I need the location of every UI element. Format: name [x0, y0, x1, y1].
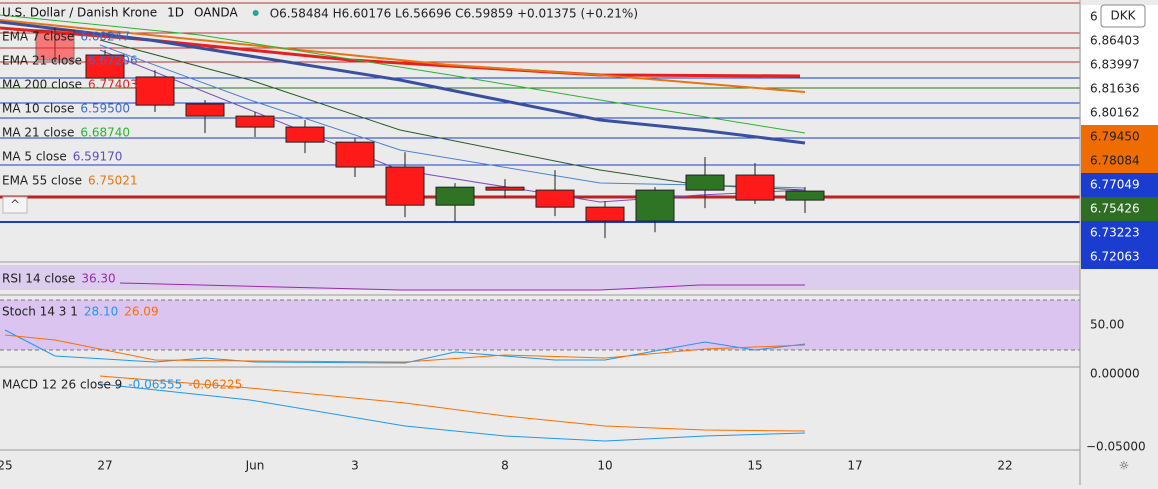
x-label: 8 [501, 459, 509, 473]
indicator-lines [0, 14, 806, 203]
price-label: 6.75426 [1090, 202, 1140, 216]
currency: DKK [1111, 9, 1137, 23]
legend-name: EMA 21 close [2, 54, 82, 68]
legend-value: 6.68740 [80, 126, 130, 140]
status-dot [252, 10, 259, 16]
x-label: 27 [97, 459, 112, 473]
price-label-bg [1081, 125, 1158, 149]
price-label: 6.73223 [1090, 226, 1140, 240]
interval: 1D [167, 6, 184, 20]
x-label: Jun [245, 459, 265, 473]
x-label: 3 [351, 459, 359, 473]
candle-body [635, 189, 675, 222]
candle-body [385, 166, 425, 206]
candle-body [435, 186, 475, 206]
stoch-d-value: 26.09 [124, 305, 158, 319]
symbol: U.S. Dollar / Danish Krone [2, 6, 157, 20]
price-label-bg [1081, 149, 1158, 173]
signal-line [99, 375, 806, 432]
stoch-axis-label: 50.00 [1090, 318, 1124, 332]
source: OANDA [194, 6, 238, 20]
macd-line [99, 383, 806, 442]
candle-body [585, 206, 625, 222]
legend-value: 6.60247 [80, 30, 130, 44]
ma21-line [0, 14, 806, 134]
stoch-k [4, 329, 806, 364]
ema21-line [0, 20, 806, 145]
price-label-bg [1081, 221, 1158, 245]
candle-body [685, 174, 725, 191]
price-label: 6.79450 [1090, 130, 1140, 144]
rsi-name: RSI 14 close [2, 272, 75, 286]
price-label: 6 [1090, 10, 1098, 24]
legend-value: 6.67206 [88, 54, 138, 68]
candle-body [285, 126, 325, 143]
ohlc: O6.58484 H6.60176 L6.56696 C6.59859 +0.0… [270, 7, 638, 21]
candle-body [185, 103, 225, 117]
legend-name: MA 200 close [2, 78, 82, 92]
legend-name: MA 5 close [2, 150, 67, 164]
signal-value: -0.06225 [188, 378, 242, 392]
ema55-line [0, 19, 806, 93]
ma200-line [0, 26, 801, 78]
candle-body [485, 186, 525, 191]
price-label: 6.81636 [1090, 82, 1140, 96]
candle-body [535, 189, 575, 208]
collapse-icon: ^ [10, 198, 20, 212]
candle-body [735, 174, 775, 201]
currency-box[interactable] [1100, 4, 1146, 28]
x-label: 15 [747, 459, 762, 473]
legend-value: 6.75021 [88, 174, 138, 188]
stoch-k-value: 28.10 [84, 305, 118, 319]
candle-body [135, 76, 175, 106]
legend-name: MA 21 close [2, 126, 74, 140]
candle-body [235, 115, 275, 128]
price-label-bg [1081, 101, 1158, 125]
price-label: 6.80162 [1090, 106, 1140, 120]
candle-body [335, 141, 375, 168]
price-label-bg [1081, 197, 1158, 221]
legend-name: EMA 7 close [2, 30, 74, 44]
x-label: 25 [0, 459, 13, 473]
rsi-value: 36.30 [81, 272, 115, 286]
price-label-bg [1081, 77, 1158, 101]
macd-axis-label: −0.05000 [1086, 440, 1146, 454]
macd-name: MACD 12 26 close 9 [2, 378, 122, 392]
price-label: 6.86403 [1090, 34, 1140, 48]
collapse-button[interactable] [2, 196, 28, 214]
legend-value: 6.77403 [88, 78, 138, 92]
price-label-bg [1081, 53, 1158, 77]
rsi-band [0, 265, 1080, 290]
settings-icon[interactable]: ☼ [1119, 459, 1130, 473]
price-label-bg [1081, 173, 1158, 197]
price-label-bg [1081, 245, 1158, 269]
x-label: 22 [997, 459, 1012, 473]
price-label: 6.78084 [1090, 154, 1140, 168]
legend-name: MA 10 close [2, 102, 74, 116]
legend-value: 6.59170 [73, 150, 123, 164]
stoch-name: Stoch 14 3 1 [2, 305, 78, 319]
legend-value: 6.59500 [80, 102, 130, 116]
price-label-bg [1081, 29, 1158, 53]
candle-body [785, 190, 825, 201]
candle-body [35, 29, 75, 61]
legend-name: EMA 55 close [2, 174, 82, 188]
candle-body [85, 54, 125, 79]
price-label: 6.72063 [1090, 250, 1140, 264]
price-label: 6.83997 [1090, 58, 1140, 72]
stoch-band [0, 300, 1080, 350]
ma5-line [99, 49, 806, 203]
stoch-d [4, 334, 806, 363]
price-label: 6.77049 [1090, 178, 1140, 192]
x-label: 10 [597, 459, 612, 473]
macd-value: -0.06555 [128, 378, 182, 392]
x-label: 17 [847, 459, 862, 473]
rsi-line [119, 282, 805, 291]
macd-axis-label: 0.00000 [1090, 367, 1140, 381]
